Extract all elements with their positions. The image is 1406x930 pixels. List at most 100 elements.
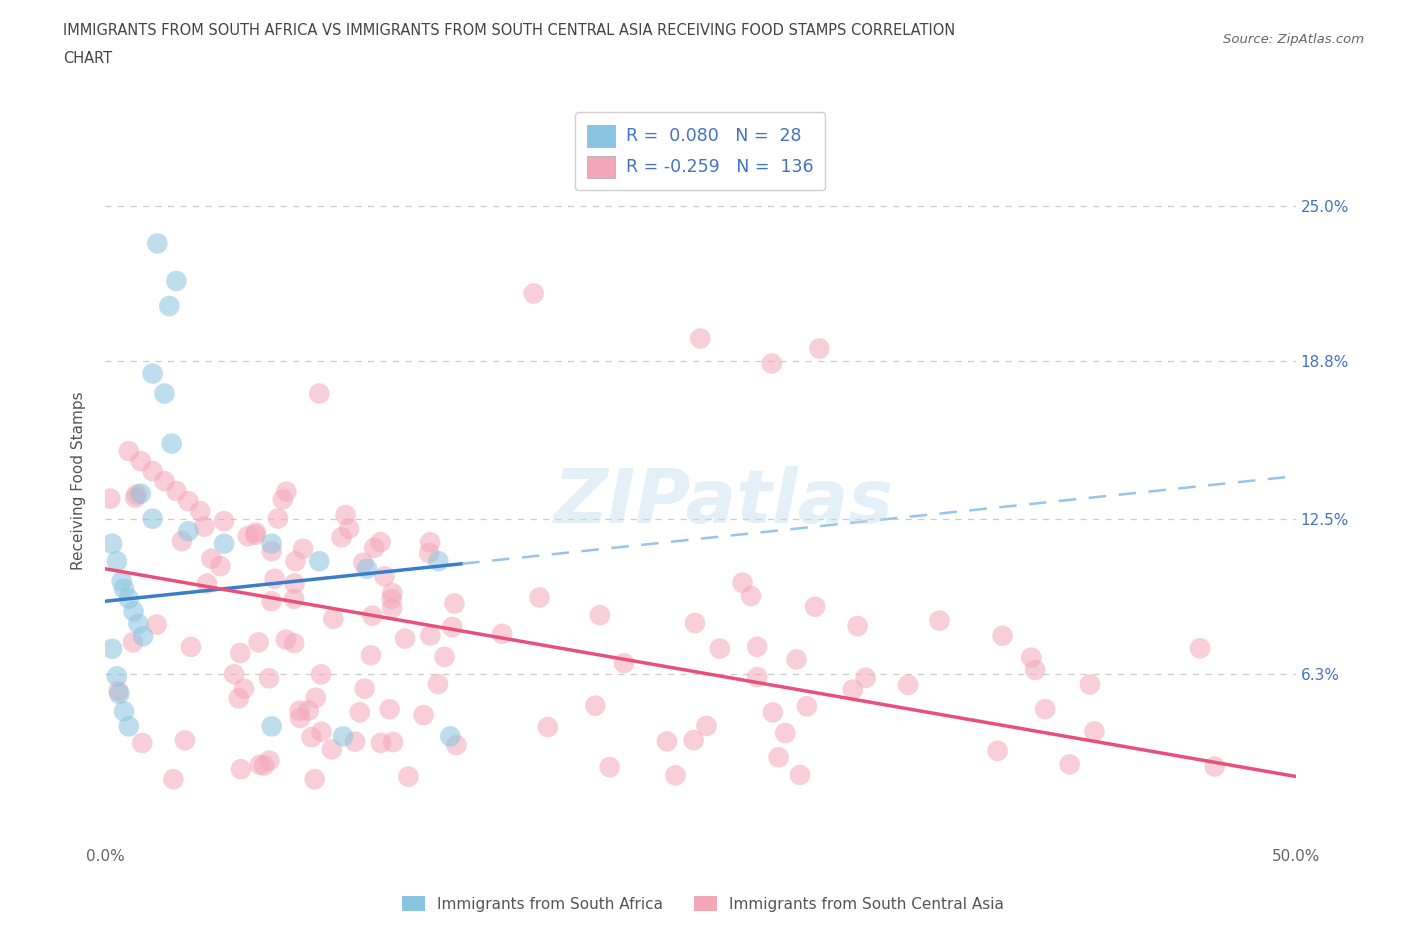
Point	[193, 519, 215, 534]
Point	[529, 590, 551, 604]
Point	[412, 708, 434, 723]
Point	[301, 730, 323, 745]
Point	[177, 494, 200, 509]
Point	[263, 571, 285, 586]
Point	[174, 733, 197, 748]
Point	[747, 639, 769, 654]
Point	[344, 734, 367, 749]
Point	[378, 702, 401, 717]
Point	[118, 591, 141, 606]
Point	[259, 753, 281, 768]
Point	[349, 705, 371, 720]
Point	[381, 591, 404, 606]
Point	[523, 286, 546, 301]
Point	[249, 757, 271, 772]
Point	[145, 618, 167, 632]
Point	[283, 591, 305, 606]
Point	[773, 725, 796, 740]
Point	[352, 555, 374, 570]
Point	[846, 618, 869, 633]
Y-axis label: Receiving Food Stamps: Receiving Food Stamps	[72, 392, 86, 570]
Point	[131, 736, 153, 751]
Point	[427, 553, 450, 568]
Point	[443, 596, 465, 611]
Point	[101, 537, 124, 551]
Point	[129, 486, 152, 501]
Point	[1078, 677, 1101, 692]
Point	[209, 559, 232, 574]
Point	[446, 737, 468, 752]
Point	[195, 577, 218, 591]
Point	[664, 768, 686, 783]
Point	[170, 534, 193, 549]
Point	[292, 541, 315, 556]
Point	[361, 608, 384, 623]
Point	[165, 273, 187, 288]
Point	[309, 667, 332, 682]
Point	[768, 750, 790, 764]
Point	[796, 698, 818, 713]
Point	[98, 491, 121, 506]
Point	[321, 742, 343, 757]
Point	[112, 704, 135, 719]
Point	[689, 331, 711, 346]
Point	[1204, 759, 1226, 774]
Point	[304, 772, 326, 787]
Point	[1189, 641, 1212, 656]
Point	[370, 535, 392, 550]
Point	[439, 729, 461, 744]
Point	[276, 485, 298, 499]
Point	[613, 656, 636, 671]
Point	[122, 635, 145, 650]
Point	[419, 535, 441, 550]
Point	[394, 631, 416, 646]
Point	[129, 454, 152, 469]
Point	[283, 636, 305, 651]
Point	[111, 574, 134, 589]
Point	[245, 527, 267, 542]
Point	[335, 508, 357, 523]
Point	[491, 627, 513, 642]
Point	[229, 762, 252, 777]
Point	[363, 540, 385, 555]
Point	[101, 642, 124, 657]
Point	[105, 553, 128, 568]
Point	[228, 691, 250, 706]
Point	[288, 711, 311, 725]
Point	[284, 553, 307, 568]
Point	[308, 386, 330, 401]
Point	[1024, 662, 1046, 677]
Point	[709, 641, 731, 656]
Point	[897, 677, 920, 692]
Point	[441, 619, 464, 634]
Point	[789, 767, 811, 782]
Point	[107, 684, 129, 698]
Point	[212, 537, 235, 551]
Point	[356, 562, 378, 577]
Point	[260, 537, 283, 551]
Point	[142, 464, 165, 479]
Point	[855, 671, 877, 685]
Point	[247, 635, 270, 650]
Point	[370, 736, 392, 751]
Point	[267, 511, 290, 525]
Point	[146, 236, 169, 251]
Point	[257, 671, 280, 685]
Point	[118, 444, 141, 458]
Point	[260, 544, 283, 559]
Point	[271, 492, 294, 507]
Point	[337, 522, 360, 537]
Point	[305, 690, 328, 705]
Point	[740, 589, 762, 604]
Point	[683, 616, 706, 631]
Point	[599, 760, 621, 775]
Point	[177, 524, 200, 538]
Point	[655, 734, 678, 749]
Point	[253, 758, 276, 773]
Point	[132, 629, 155, 644]
Point	[589, 607, 612, 622]
Point	[212, 513, 235, 528]
Point	[991, 629, 1014, 644]
Point	[696, 719, 718, 734]
Point	[418, 546, 440, 561]
